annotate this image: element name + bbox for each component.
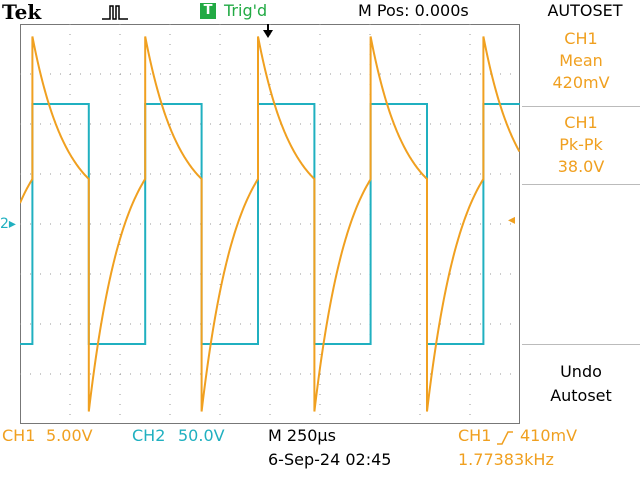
trigger-source: CH1 xyxy=(458,426,492,445)
undo-label: Undo xyxy=(560,362,602,381)
timestamp: 6-Sep-24 02:45 xyxy=(268,450,392,469)
measurement-1-channel: CH1 xyxy=(564,29,598,48)
acquisition-pulse-icon xyxy=(102,5,128,20)
top-status-bar: Tek T Trig'd M Pos: 0.000s AUTOSET xyxy=(0,0,640,24)
trigger-status: Trig'd xyxy=(224,1,268,20)
horizontal-position-readout: M Pos: 0.000s xyxy=(358,1,469,20)
autoset-label: Autoset xyxy=(550,386,612,405)
divider xyxy=(522,106,640,107)
ch2-label: CH2 xyxy=(132,426,166,445)
undo-autoset-button[interactable]: Undo Autoset xyxy=(522,360,640,408)
frequency-readout: 1.77383kHz xyxy=(458,450,554,469)
measurement-2-value: 38.0V xyxy=(557,157,605,176)
traces xyxy=(20,36,520,412)
waveform-display xyxy=(20,24,520,424)
measurement-1-type: Mean xyxy=(559,51,603,70)
measurement-2-type: Pk-Pk xyxy=(559,135,603,154)
divider xyxy=(522,344,640,345)
rising-edge-icon xyxy=(497,431,513,445)
divider xyxy=(522,184,640,185)
trigger-position-marker xyxy=(263,30,273,38)
graticule xyxy=(20,24,520,424)
ch2-ground-marker: 2▸ xyxy=(0,216,16,232)
ch1-scale: 5.00V xyxy=(46,426,93,445)
measurement-1-value: 420mV xyxy=(552,73,610,92)
measurement-2-channel: CH1 xyxy=(564,113,598,132)
trigger-level-marker: ◂ xyxy=(508,212,516,228)
measurement-1[interactable]: CH1 Mean 420mV xyxy=(522,28,640,94)
side-menu: CH1 Mean 420mV CH1 Pk-Pk 38.0V Undo Auto… xyxy=(522,24,640,440)
ch2-scale: 50.0V xyxy=(178,426,225,445)
trigger-status-icon: T xyxy=(200,3,216,19)
menu-title: AUTOSET xyxy=(547,1,623,20)
measurement-2[interactable]: CH1 Pk-Pk 38.0V xyxy=(522,112,640,178)
brand-logo: Tek xyxy=(2,0,42,24)
ch1-label: CH1 xyxy=(2,426,36,445)
timebase-readout: M 250µs xyxy=(268,426,336,445)
ch1-trace xyxy=(20,36,520,412)
trigger-level-readout: 410mV xyxy=(520,426,578,445)
